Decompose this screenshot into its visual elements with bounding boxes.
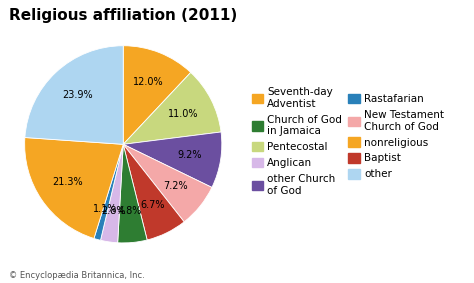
Text: Religious affiliation (2011): Religious affiliation (2011) — [9, 8, 238, 23]
Wedge shape — [123, 46, 191, 144]
Text: © Encyclopædia Britannica, Inc.: © Encyclopædia Britannica, Inc. — [9, 271, 145, 280]
Text: 1.1%: 1.1% — [93, 204, 118, 214]
Text: 21.3%: 21.3% — [53, 177, 83, 187]
Wedge shape — [123, 144, 212, 222]
Wedge shape — [123, 144, 184, 240]
Wedge shape — [25, 46, 123, 144]
Text: 6.7%: 6.7% — [140, 200, 165, 209]
Wedge shape — [123, 132, 222, 187]
Text: 12.0%: 12.0% — [133, 77, 163, 87]
Legend: Seventh-day
Adventist, Church of God
in Jamaica, Pentecostal, Anglican, other Ch: Seventh-day Adventist, Church of God in … — [252, 87, 444, 196]
Wedge shape — [118, 144, 147, 243]
Wedge shape — [94, 144, 123, 240]
Text: 11.0%: 11.0% — [168, 109, 198, 119]
Text: 4.8%: 4.8% — [118, 206, 142, 216]
Wedge shape — [123, 72, 221, 144]
Text: 2.8%: 2.8% — [101, 206, 126, 216]
Wedge shape — [100, 144, 123, 243]
Text: 23.9%: 23.9% — [62, 90, 93, 100]
Text: 7.2%: 7.2% — [163, 181, 188, 191]
Wedge shape — [25, 138, 123, 239]
Text: 9.2%: 9.2% — [177, 150, 201, 160]
